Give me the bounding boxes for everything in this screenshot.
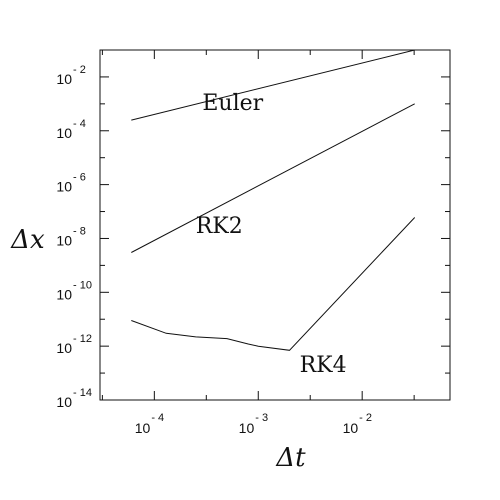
y-tick-exponent: - 12 (73, 333, 92, 345)
x-tick-label: 10 (135, 420, 151, 436)
y-tick-label: 10 (56, 394, 72, 410)
y-tick-exponent: - 14 (73, 387, 92, 399)
x-tick-exponent: - 4 (151, 412, 164, 424)
series-label-euler: Euler (202, 91, 263, 116)
series-line-rk2 (131, 103, 415, 253)
series-line-euler (131, 49, 415, 121)
y-tick-mantissa: 10 (56, 232, 72, 248)
y-tick-mantissa: 10 (56, 125, 72, 141)
y-tick-mantissa: 10 (56, 71, 72, 87)
series-line-rk4 (131, 217, 416, 351)
y-tick-mantissa: 10 (56, 179, 72, 195)
y-tick-exponent: - 2 (73, 64, 86, 76)
y-tick-exponent: - 8 (73, 225, 86, 237)
y-tick-label: 10 (56, 232, 72, 248)
y-tick-exponent: - 10 (73, 279, 92, 291)
y-tick-label: 10 (56, 286, 72, 302)
y-tick-exponent: - 4 (73, 118, 86, 130)
series-label-rk2: RK2 (196, 214, 243, 239)
plot-frame (99, 49, 451, 401)
x-tick-label: 10 (343, 420, 359, 436)
y-tick-label: 10 (56, 71, 72, 87)
x-tick-exponent: - 3 (255, 412, 268, 424)
y-tick-mantissa: 10 (56, 394, 72, 410)
x-tick-label: 10 (239, 420, 255, 436)
y-tick-mantissa: 10 (56, 340, 72, 356)
series-label-rk4: RK4 (300, 353, 347, 378)
y-tick-exponent: - 6 (73, 172, 86, 184)
y-tick-label: 10 (56, 125, 72, 141)
x-tick-exponent: - 2 (359, 412, 372, 424)
y-tick-label: 10 (56, 340, 72, 356)
x-axis-label: Δt (275, 443, 306, 473)
y-tick-label: 10 (56, 179, 72, 195)
y-axis-label: Δx (10, 225, 45, 255)
y-tick-mantissa: 10 (56, 286, 72, 302)
